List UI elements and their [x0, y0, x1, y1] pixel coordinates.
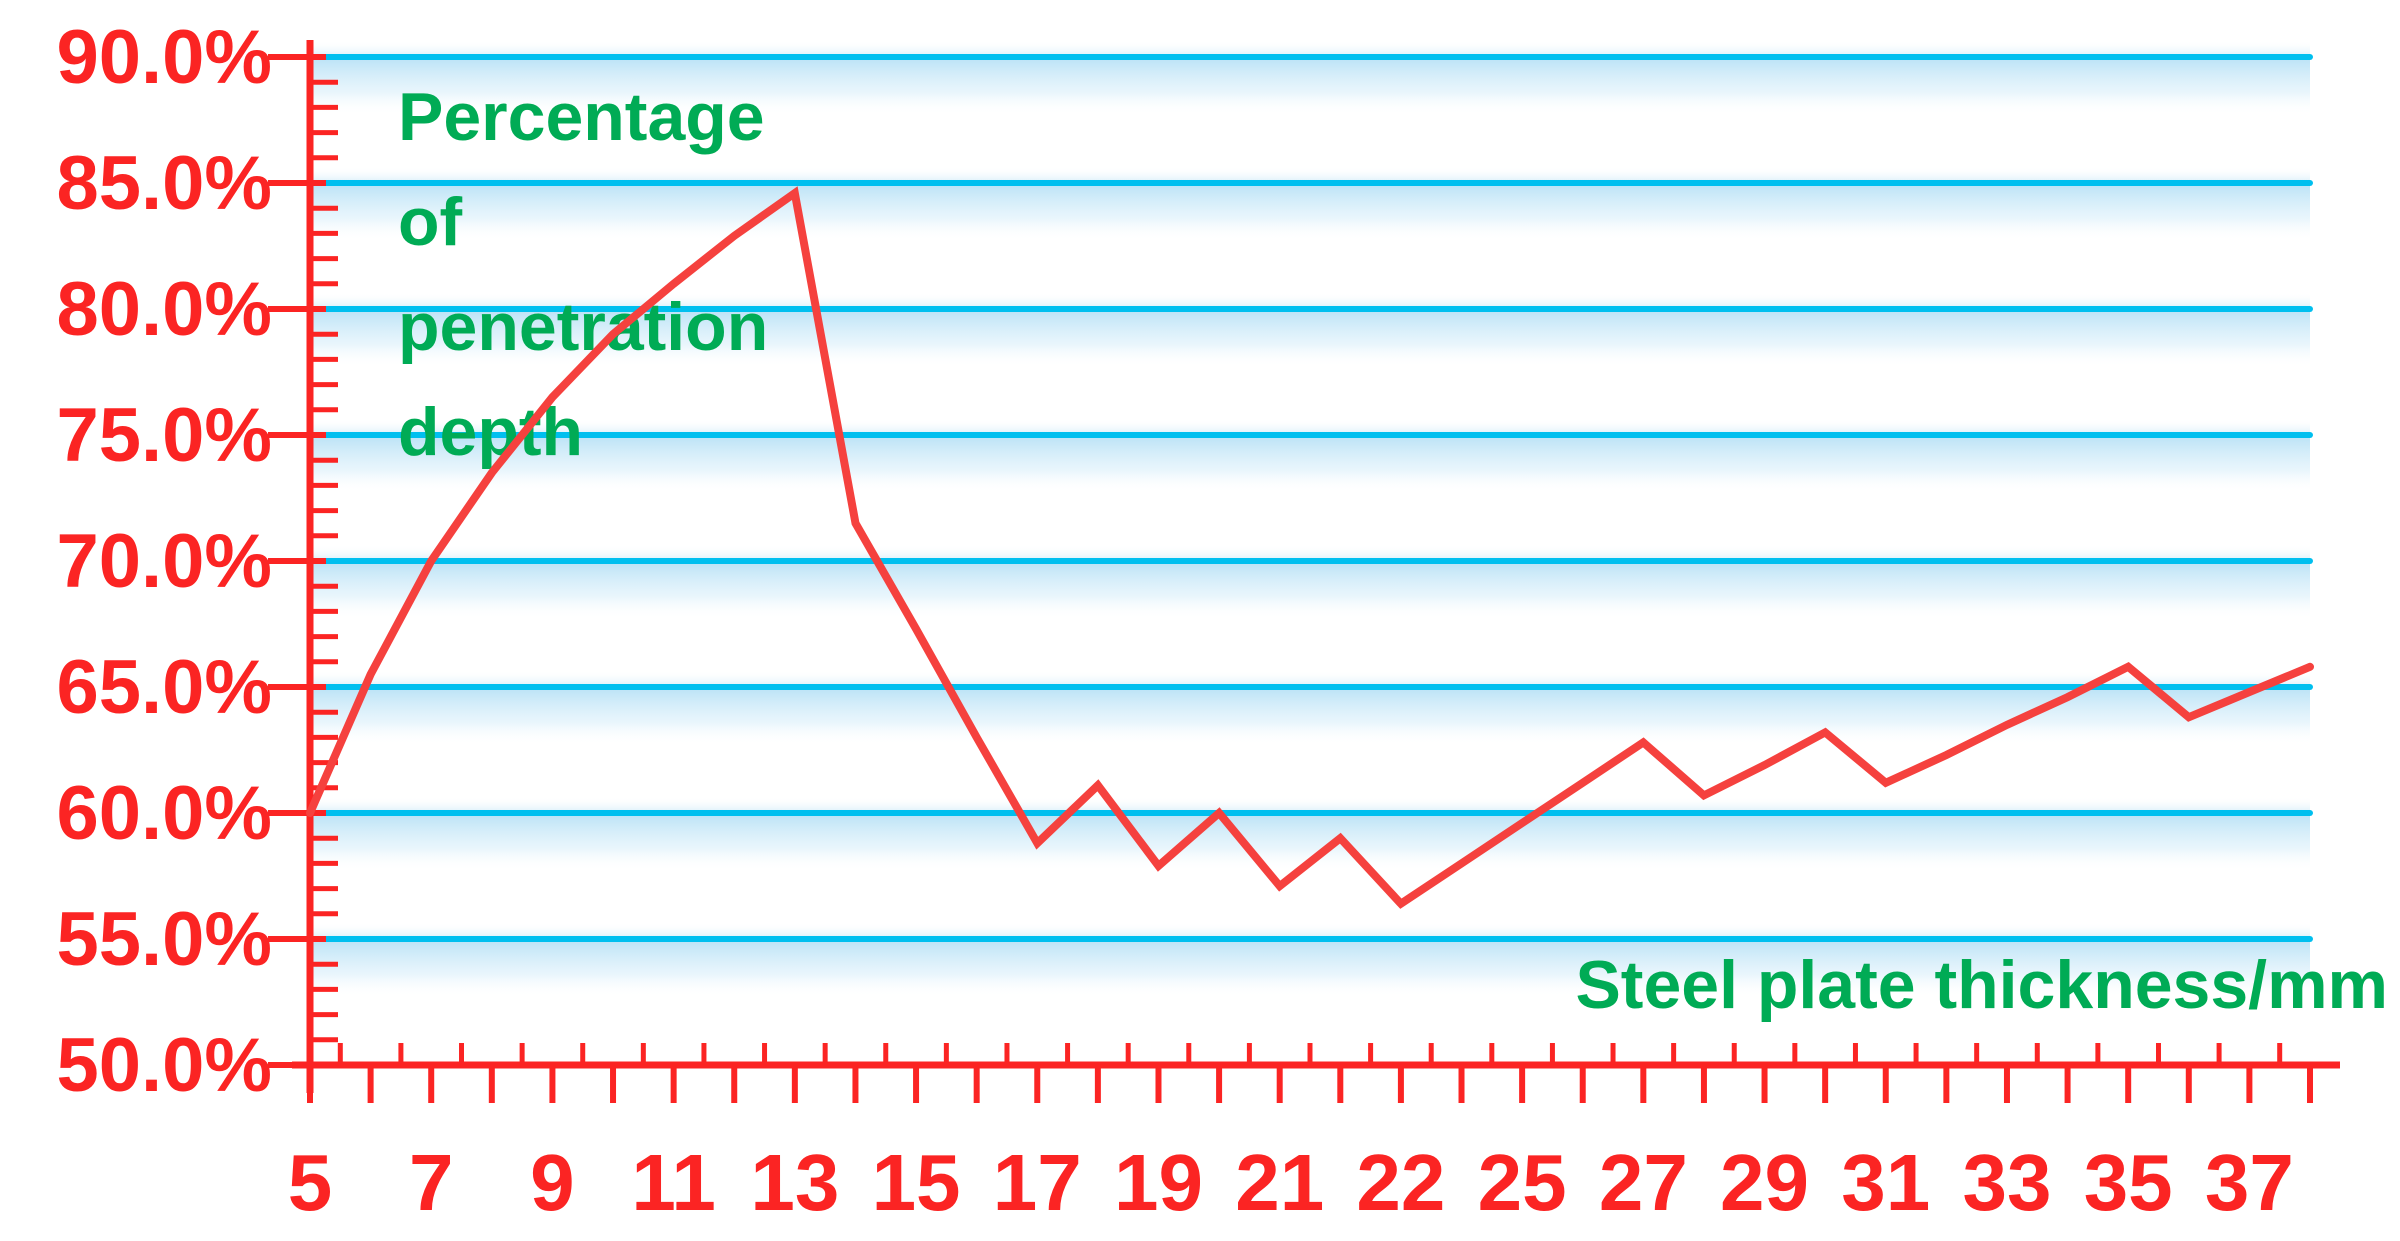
x-tick-label-37: 37: [2205, 1138, 2294, 1227]
x-tick-label-13: 13: [750, 1138, 839, 1227]
x-tick-label-33: 33: [1962, 1138, 2051, 1227]
x-tick-label-35: 35: [2084, 1138, 2173, 1227]
x-tick-label-11: 11: [631, 1138, 716, 1227]
y-axis-title-line: of: [398, 184, 463, 260]
y-tick-label-60.0%: 60.0%: [57, 771, 273, 856]
gridline-band-below: [310, 59, 2310, 115]
x-tick-label-19: 19: [1114, 1138, 1203, 1227]
gridline-band-above: [310, 671, 2310, 687]
x-tick-label-15: 15: [872, 1138, 961, 1227]
y-tick-label-50.0%: 50.0%: [57, 1023, 273, 1108]
axis-titles: Percentage of penetration depth Steel pl…: [398, 79, 2388, 1023]
y-minor-ticks: [310, 79, 338, 1043]
y-tick-label-85.0%: 85.0%: [57, 141, 273, 226]
x-tick-label-27: 27: [1599, 1138, 1688, 1227]
y-tick-label-55.0%: 55.0%: [57, 897, 273, 982]
gridline-band-above: [310, 419, 2310, 435]
x-tick-label-5: 5: [288, 1138, 333, 1227]
gridline-band-below: [310, 689, 2310, 745]
gridline-band-above: [310, 167, 2310, 183]
y-axis-title-line: depth: [398, 394, 583, 470]
x-minor-ticks: [337, 1043, 2283, 1065]
gridline-band-above: [310, 797, 2310, 813]
x-tick-label-25: 25: [1478, 1138, 1567, 1227]
series-line-percentage-of-penetration-depth: [306, 186, 2314, 909]
chart-grid-and-axes: 90.0% 85.0% 80.0% 75.0% 70.0% 65.0% 60.0% 55.0%…: [57, 15, 2340, 1227]
y-axis-title-line: Percentage: [398, 79, 765, 155]
y-axis-title-line: penetration: [398, 289, 768, 365]
x-tick-label-31: 31: [1841, 1138, 1930, 1227]
gridline-band-below: [310, 311, 2310, 367]
x-tick-label-29: 29: [1720, 1138, 1809, 1227]
y-major-ticks: [268, 54, 326, 1068]
gridline-band-above: [310, 41, 2310, 57]
gridline-band-above: [310, 545, 2310, 561]
y-tick-label-70.0%: 70.0%: [57, 519, 273, 604]
y-tick-label-90.0%: 90.0%: [57, 15, 273, 100]
x-tick-label-9: 9: [530, 1138, 575, 1227]
data-series-layer: [306, 186, 2314, 909]
x-axis-title: Steel plate thickness/mm: [1575, 947, 2388, 1023]
x-tick-label-17: 17: [993, 1138, 1082, 1227]
y-tick-label-80.0%: 80.0%: [57, 267, 273, 352]
x-tick-label-21: 21: [1235, 1138, 1324, 1227]
x-tick-label-22: 22: [1356, 1138, 1445, 1227]
gridline-band-below: [310, 437, 2310, 493]
gridline-band-below: [310, 563, 2310, 619]
gridline-band-above: [310, 923, 2310, 939]
gridline-band-below: [310, 941, 2310, 997]
x-major-ticks: [307, 1065, 2313, 1103]
x-tick-label-7: 7: [409, 1138, 454, 1227]
y-tick-label-75.0%: 75.0%: [57, 393, 273, 478]
gridline-band-below: [310, 185, 2310, 241]
y-tick-label-65.0%: 65.0%: [57, 645, 273, 730]
